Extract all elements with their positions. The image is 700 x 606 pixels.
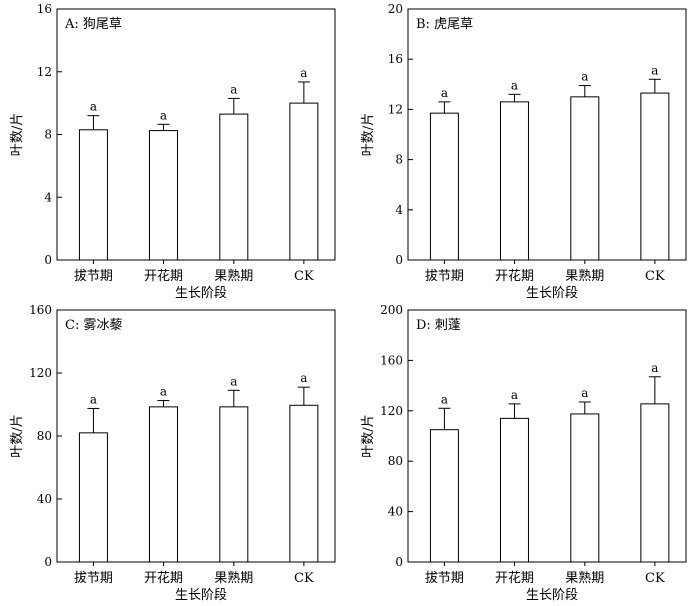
x-tick-label: 果熟期: [565, 570, 604, 586]
bar: [289, 102, 319, 261]
panel-title: C: 雾冰藜: [65, 318, 122, 333]
bar: [499, 417, 529, 563]
plot-frame: [407, 8, 687, 261]
x-tick-label: 果熟期: [214, 268, 253, 284]
significance-label: a: [441, 86, 448, 100]
x-tick-label: CK: [645, 571, 665, 586]
bar: [499, 101, 529, 261]
y-axis-title: 叶数/片: [361, 414, 376, 457]
y-tick-label: 4: [44, 190, 52, 204]
x-tick-label: 果熟期: [214, 570, 253, 586]
y-tick-label: 160: [29, 303, 52, 317]
bar: [429, 112, 459, 261]
panel-title: D: 刺蓬: [416, 318, 461, 333]
significance-label: a: [230, 82, 237, 96]
significance-label: a: [511, 388, 518, 402]
x-axis-title: 生长阶段: [526, 588, 578, 603]
x-tick-label: 开花期: [144, 268, 183, 284]
significance-label: a: [230, 374, 237, 388]
y-tick-label: 80: [37, 429, 52, 443]
y-tick-label: 12: [37, 65, 52, 79]
x-tick-label: 果熟期: [565, 268, 604, 284]
plot-frame: [407, 309, 687, 563]
bar: [219, 113, 249, 261]
significance-label: a: [581, 386, 588, 400]
y-tick-label: 120: [380, 404, 403, 418]
significance-label: a: [651, 361, 658, 375]
y-tick-label: 20: [388, 2, 403, 16]
y-tick-label: 40: [37, 492, 52, 506]
significance-label: a: [160, 108, 167, 122]
bar: [570, 413, 600, 563]
x-tick-label: CK: [294, 269, 314, 284]
y-tick-label: 200: [380, 303, 403, 317]
y-tick-label: 12: [388, 102, 403, 116]
panel-title: B: 虎尾草: [416, 17, 473, 32]
bar: [78, 129, 108, 261]
significance-label: a: [651, 63, 658, 77]
y-tick-label: 0: [44, 253, 52, 267]
x-tick-label: 拔节期: [74, 269, 113, 284]
bar: [640, 92, 670, 261]
y-tick-label: 160: [380, 353, 403, 367]
y-tick-label: 16: [37, 2, 52, 16]
y-axis-title: 叶数/片: [10, 414, 25, 457]
x-tick-label: 开花期: [495, 268, 534, 284]
significance-label: a: [300, 371, 307, 385]
significance-label: a: [90, 100, 97, 114]
x-tick-label: 开花期: [495, 570, 534, 586]
x-tick-label: 拔节期: [425, 571, 464, 586]
significance-label: a: [300, 66, 307, 80]
bar: [148, 406, 178, 563]
significance-label: a: [511, 78, 518, 92]
y-tick-label: 40: [388, 505, 403, 519]
bar: [429, 429, 459, 563]
significance-label: a: [441, 392, 448, 406]
panel-title: A: 狗尾草: [64, 17, 122, 32]
x-axis-title: 生长阶段: [175, 286, 227, 301]
x-axis-title: 生长阶段: [526, 286, 578, 301]
significance-label: a: [160, 385, 167, 399]
chart-panel-4: 0 40 80 120 160 200 叶数/片 D: 刺蓬 a 拔节期 a 开花期 a 果熟期 a CK 生长…: [361, 303, 687, 603]
y-axis-title: 叶数/片: [361, 113, 376, 156]
x-tick-label: CK: [294, 571, 314, 586]
y-tick-label: 120: [29, 366, 52, 380]
chart-panel-1: 0 4 8 12 16 叶数/片 A: 狗尾草 a 拔节期 a 开花期 a 果熟期 a CK 生长阶段: [10, 2, 336, 301]
y-axis-title: 叶数/片: [10, 113, 25, 156]
y-tick-label: 0: [395, 253, 403, 267]
y-tick-label: 4: [395, 203, 403, 217]
bar: [219, 406, 249, 563]
y-tick-label: 0: [395, 555, 403, 569]
x-tick-label: 拔节期: [74, 571, 113, 586]
bar: [78, 432, 108, 563]
y-tick-label: 8: [44, 128, 52, 142]
x-tick-label: 开花期: [144, 570, 183, 586]
x-tick-label: CK: [645, 269, 665, 284]
chart-panel-2: 0 4 8 12 16 20 叶数/片 B: 虎尾草 a 拔节期 a 开花期 a 果熟期 a CK 生长阶段: [361, 2, 687, 301]
y-tick-label: 80: [388, 454, 403, 468]
bar: [148, 130, 178, 261]
bar: [289, 404, 319, 563]
y-tick-label: 8: [395, 153, 403, 167]
bar: [640, 403, 670, 563]
bar: [570, 96, 600, 261]
significance-label: a: [581, 70, 588, 84]
chart-panel-3: 0 40 80 120 160 叶数/片 C: 雾冰藜 a 拔节期 a 开花期 a 果熟期 a CK 生长阶段: [10, 303, 336, 603]
significance-label: a: [90, 392, 97, 406]
x-axis-title: 生长阶段: [175, 588, 227, 603]
y-tick-label: 16: [388, 52, 403, 66]
y-tick-label: 0: [44, 555, 52, 569]
x-tick-label: 拔节期: [425, 269, 464, 284]
